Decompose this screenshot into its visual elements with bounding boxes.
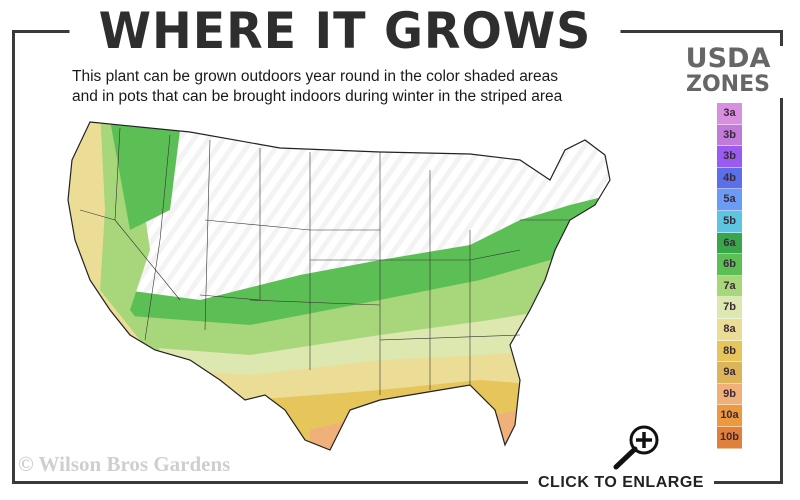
legend-zone-3b: 3b [717, 146, 742, 168]
legend-zone-10a: 10a [717, 405, 742, 427]
map-zone-fills [68, 122, 610, 450]
click-to-enlarge-button[interactable]: CLICK TO ENLARGE [528, 474, 714, 492]
legend-title-line-2: ZONES [686, 72, 770, 97]
usda-zone-legend: 3a 3b 3b 4b 5a 5b 6a 6b 7a 7b 8a 8b 9a 9b 10a 10b [717, 103, 742, 449]
legend-zone-8b: 8b [717, 340, 742, 363]
subtitle-line-2: and in pots that can be brought indoors … [72, 88, 563, 105]
legend-zone-6b: 6b [717, 254, 742, 276]
us-hardiness-map[interactable] [50, 110, 670, 470]
legend-zone-6a: 6a [717, 232, 742, 255]
copyright-watermark: © Wilson Bros Gardens [18, 452, 231, 476]
legend-title-line-1: USDA [685, 43, 771, 74]
legend-zone-9a: 9a [717, 362, 742, 384]
legend-zone-3a: 3a [717, 103, 742, 125]
zoom-in-icon[interactable] [610, 422, 664, 470]
legend-zone-5a: 5a [717, 189, 742, 211]
legend-zone-5b: 5b [717, 210, 742, 233]
legend-zone-3b: 3b [717, 124, 742, 147]
page-title: WHERE IT GROWS [69, 2, 621, 60]
state-borders [79, 127, 570, 395]
legend-zone-10b: 10b [717, 426, 742, 449]
legend-title: USDA ZONES [672, 43, 784, 98]
legend-zone-7a: 7a [717, 275, 742, 298]
subtitle-line-1: This plant can be grown outdoors year ro… [72, 68, 558, 85]
legend-zone-4b: 4b [717, 167, 742, 190]
us-outline [67, 121, 611, 451]
subtitle: This plant can be grown outdoors year ro… [72, 67, 632, 107]
legend-zone-8a: 8a [717, 318, 742, 341]
legend-zone-7b: 7b [717, 297, 742, 319]
legend-zone-9b: 9b [717, 383, 742, 406]
